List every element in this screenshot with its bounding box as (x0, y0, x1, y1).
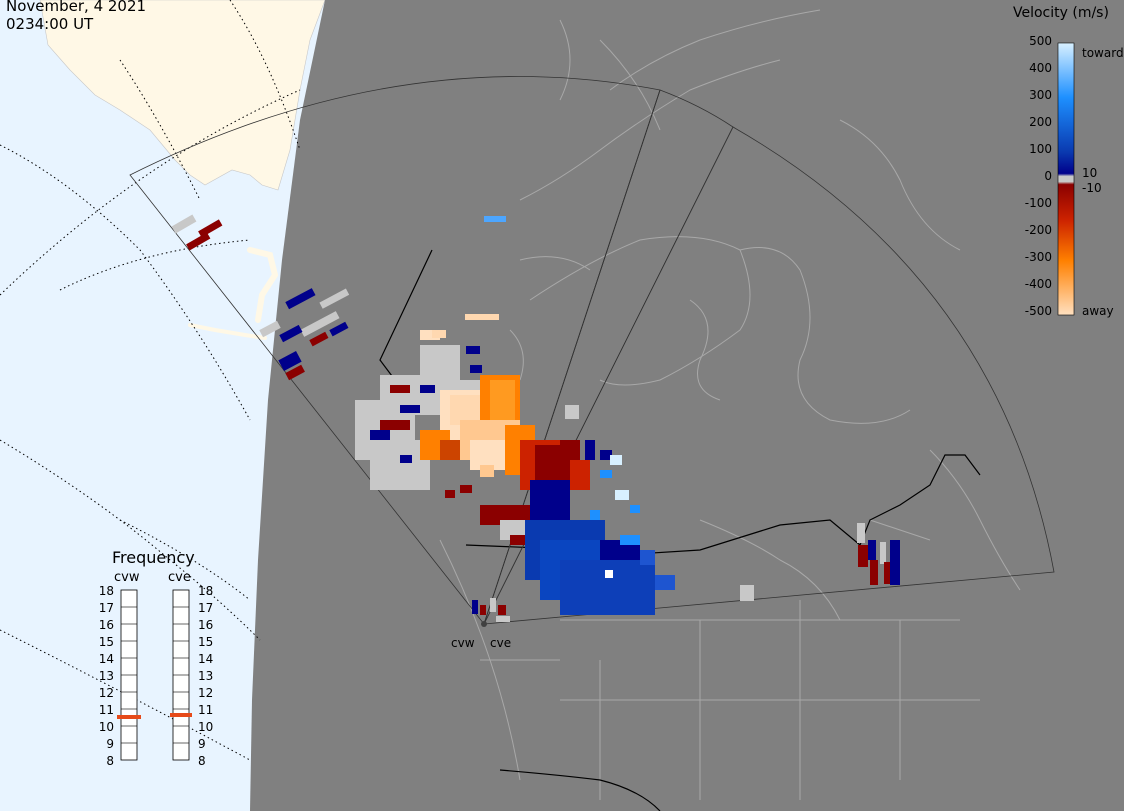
freq-tick-left: 11 (98, 703, 114, 717)
freq-tick-right: 10 (198, 720, 214, 734)
colorbar-toward-label: toward (1082, 46, 1124, 60)
colorbar-tick: 0 (1044, 169, 1052, 183)
frequency-bars (117, 589, 192, 761)
night-region (250, 0, 1124, 811)
freq-tick-left: 18 (98, 584, 114, 598)
freq-tick-right: 9 (198, 737, 206, 751)
freq-tick-left: 17 (98, 601, 114, 615)
freq-tick-left: 10 (98, 720, 114, 734)
colorbar-tick: -300 (1024, 250, 1052, 264)
freq-tick-right: 15 (198, 635, 214, 649)
colorbar-pos-threshold: 10 (1082, 166, 1098, 180)
freq-indicator-cve (170, 713, 192, 717)
freq-tick-right: 11 (198, 703, 214, 717)
coastlines (439, 9, 1021, 800)
freq-tick-right: 18 (198, 584, 214, 598)
site-label-cve: cve (490, 636, 512, 650)
freq-tick-left: 9 (106, 737, 114, 751)
freq-radar-name-cve: cve (168, 570, 191, 585)
freq-tick-right: 16 (198, 618, 214, 632)
freq-tick-right: 14 (198, 652, 214, 666)
colorbar-tick: -500 (1024, 304, 1052, 318)
freq-tick-left: 14 (98, 652, 114, 666)
freq-tick-right: 8 (198, 754, 206, 768)
colorbar-tick: -200 (1024, 223, 1052, 237)
freq-tick-left: 8 (106, 754, 114, 768)
colorbar-tick: -400 (1024, 277, 1052, 291)
colorbar-neg-threshold: -10 (1082, 181, 1102, 195)
freq-tick-left: 12 (98, 686, 114, 700)
day-land-alaska (39, 0, 326, 191)
site-label-cvw: cvw (451, 636, 475, 650)
colorbar-tick: 200 (1029, 115, 1052, 129)
freq-tick-left: 16 (98, 618, 114, 632)
freq-tick-left: 13 (98, 669, 114, 683)
colorbar-away-label: away (1082, 304, 1114, 318)
aleutian-islands (188, 323, 267, 340)
freq-tick-right: 17 (198, 601, 214, 615)
velocity-scatter (171, 214, 900, 622)
graticule (0, 0, 301, 761)
colorbar-tick: 300 (1029, 88, 1052, 102)
radar-site-marker (481, 621, 487, 627)
freq-indicator-cvw (117, 715, 141, 719)
freq-tick-right: 13 (198, 669, 214, 683)
time-label: 0234:00 UT (6, 15, 94, 33)
colorbar (1057, 42, 1075, 316)
colorbar-tick: -100 (1024, 196, 1052, 210)
colorbar-tick: 400 (1029, 61, 1052, 75)
date-label: November, 4 2021 (6, 0, 147, 15)
colorbar-tick: 500 (1029, 34, 1052, 48)
colorbar-title: Velocity (m/s) (1013, 5, 1109, 21)
colorbar-tick: 100 (1029, 142, 1052, 156)
freq-tick-left: 15 (98, 635, 114, 649)
frequency-title: Frequency (112, 548, 195, 567)
freq-radar-name-cvw: cvw (114, 570, 140, 585)
alaska-peninsula (247, 247, 279, 323)
freq-tick-right: 12 (198, 686, 214, 700)
